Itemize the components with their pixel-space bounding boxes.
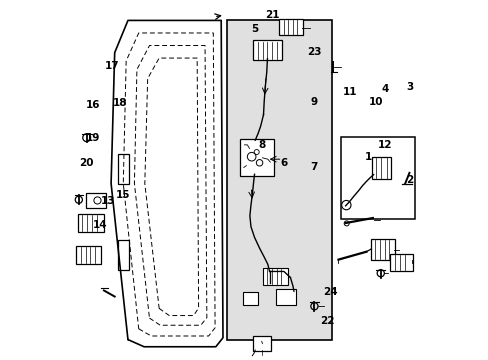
Text: 22: 22 [319, 316, 333, 325]
Text: 13: 13 [101, 196, 115, 206]
Text: 19: 19 [86, 133, 100, 143]
Text: 11: 11 [343, 87, 357, 97]
Text: 23: 23 [306, 46, 321, 57]
Text: 8: 8 [258, 140, 265, 150]
FancyBboxPatch shape [371, 157, 390, 179]
Text: 18: 18 [112, 98, 127, 108]
Text: 3: 3 [405, 82, 412, 92]
Text: 2: 2 [405, 175, 412, 185]
FancyBboxPatch shape [279, 19, 303, 36]
FancyBboxPatch shape [76, 246, 101, 264]
Text: 15: 15 [116, 190, 130, 200]
Text: 1: 1 [364, 152, 371, 162]
FancyBboxPatch shape [240, 139, 273, 176]
Text: 12: 12 [377, 140, 392, 150]
FancyBboxPatch shape [276, 289, 296, 305]
FancyBboxPatch shape [242, 292, 258, 305]
Text: 6: 6 [280, 158, 287, 168]
Text: 21: 21 [264, 10, 279, 20]
Text: 14: 14 [93, 220, 107, 230]
Text: 7: 7 [310, 162, 318, 172]
Text: 5: 5 [250, 24, 258, 34]
FancyBboxPatch shape [253, 40, 281, 60]
FancyBboxPatch shape [86, 193, 106, 208]
Text: 17: 17 [104, 61, 119, 71]
Text: 9: 9 [310, 97, 317, 107]
FancyBboxPatch shape [389, 254, 412, 271]
Bar [226, 21, 332, 339]
FancyBboxPatch shape [118, 154, 128, 184]
Text: 10: 10 [368, 97, 383, 107]
Text: 16: 16 [86, 100, 100, 110]
Bar [340, 137, 414, 219]
Text: 24: 24 [323, 287, 337, 297]
FancyBboxPatch shape [118, 240, 128, 270]
FancyBboxPatch shape [253, 336, 270, 351]
FancyBboxPatch shape [78, 214, 104, 232]
FancyBboxPatch shape [263, 268, 287, 285]
Text: 20: 20 [79, 158, 93, 168]
FancyBboxPatch shape [370, 239, 394, 260]
Text: 4: 4 [381, 84, 388, 94]
